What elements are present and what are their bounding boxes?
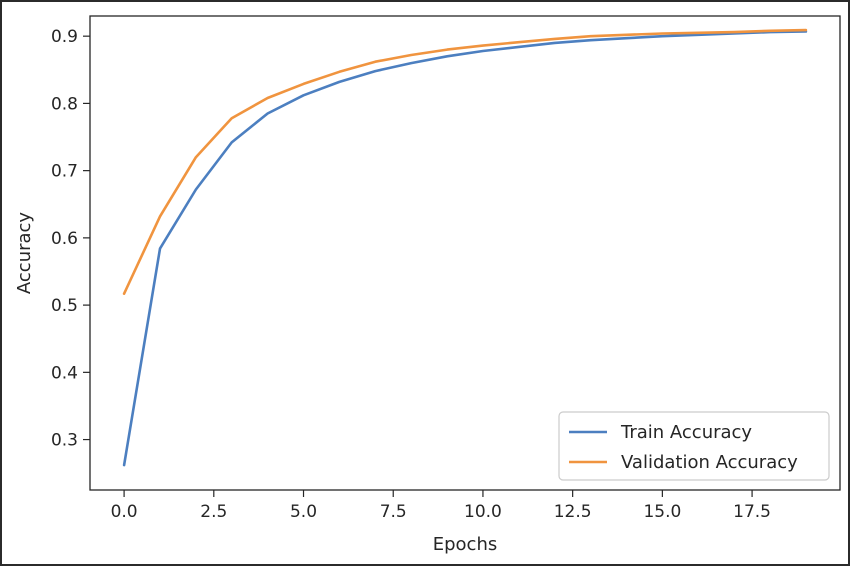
x-tick-label: 17.5 xyxy=(733,502,771,522)
x-tick-label: 12.5 xyxy=(554,502,592,522)
legend-box xyxy=(558,411,830,481)
axes xyxy=(89,15,841,491)
x-axis-label: Epochs xyxy=(433,534,498,555)
y-tick-label: 0.7 xyxy=(51,162,78,182)
x-tick-label: 2.5 xyxy=(200,502,227,522)
y-axis-ticks: 0.3 0.4 0.5 0.6 0.7 0.8 0.9 xyxy=(51,27,90,451)
series-lines xyxy=(122,28,808,467)
x-tick-label: 7.5 xyxy=(380,502,407,522)
y-tick-label: 0.5 xyxy=(51,296,78,316)
y-tick-label: 0.9 xyxy=(51,27,78,47)
y-tick-label: 0.3 xyxy=(51,431,78,451)
x-tick-label: 15.0 xyxy=(643,502,681,522)
y-axis-label: Accuracy xyxy=(14,212,35,295)
series-line-validation xyxy=(122,28,808,296)
legend: Train Accuracy Validation Accuracy xyxy=(558,411,830,481)
legend-entry: Validation Accuracy xyxy=(621,452,798,473)
y-tick-label: 0.4 xyxy=(51,363,78,383)
x-tick-label: 0.0 xyxy=(111,502,138,522)
legend-entry: Train Accuracy xyxy=(620,422,752,443)
x-tick-label: 5.0 xyxy=(290,502,317,522)
plot-area xyxy=(89,15,841,491)
x-tick-label: 10.0 xyxy=(464,502,502,522)
y-tick-label: 0.8 xyxy=(51,94,78,114)
y-tick-label: 0.6 xyxy=(51,229,78,249)
x-axis-ticks: 0.0 2.5 5.0 7.5 10.0 12.5 15.0 17.5 xyxy=(111,490,771,522)
series-line-train xyxy=(122,30,808,467)
